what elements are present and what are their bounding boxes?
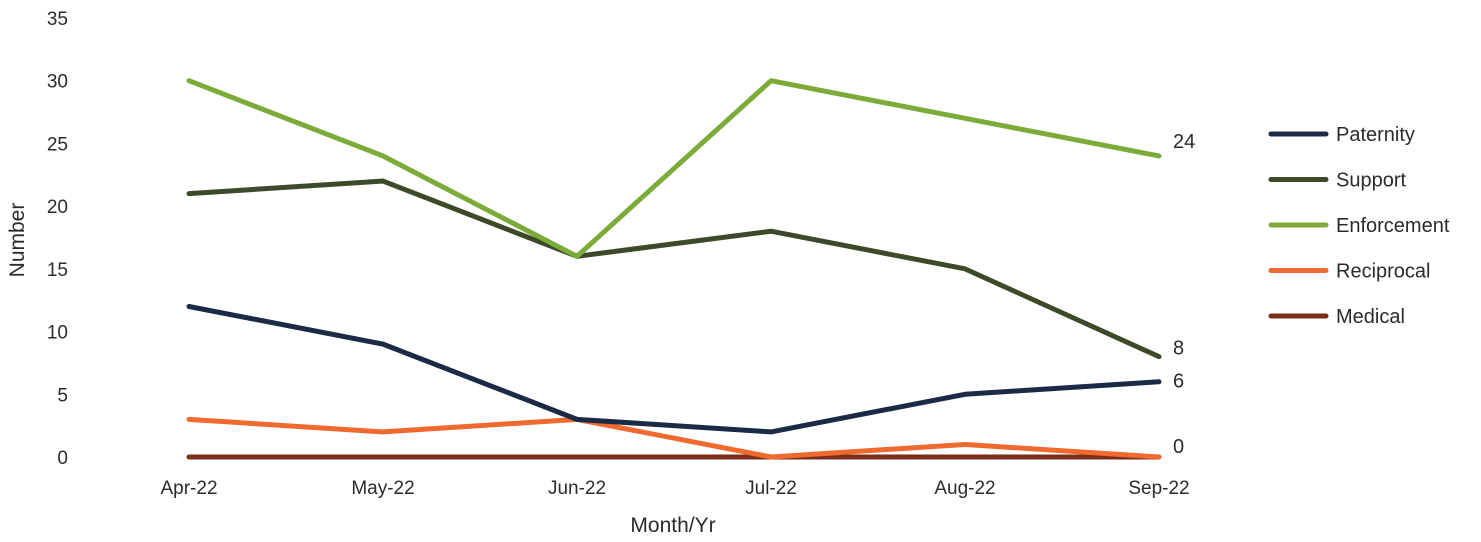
y-tick-label: 35 xyxy=(47,9,68,30)
legend-label: Medical xyxy=(1336,306,1405,328)
series-line-enforcement xyxy=(186,78,1162,259)
legend-label: Reciprocal xyxy=(1336,261,1430,283)
y-tick-label: 15 xyxy=(47,260,68,281)
series-layer xyxy=(186,78,1162,460)
end-label-support: 8 xyxy=(1173,338,1184,360)
y-tick-label: 25 xyxy=(47,134,68,155)
end-label-medical: 0 xyxy=(1173,436,1184,458)
series-line-support xyxy=(186,178,1162,360)
end-labels: 6 8 24 0 xyxy=(1173,131,1195,458)
x-tick-label: May-22 xyxy=(351,478,414,499)
y-tick-label: 30 xyxy=(47,72,68,93)
legend-label: Support xyxy=(1336,170,1406,192)
end-label-paternity: 6 xyxy=(1173,371,1184,393)
y-axis-title: Number xyxy=(6,203,29,278)
legend-label: Paternity xyxy=(1336,124,1415,146)
series-line-paternity xyxy=(186,303,1162,435)
y-tick-label: 20 xyxy=(47,197,68,218)
y-tick-label: 10 xyxy=(47,323,68,344)
x-tick-label: Sep-22 xyxy=(1128,478,1189,499)
x-axis-ticks: Apr-22 May-22 Jun-22 Jul-22 Aug-22 Sep-22 xyxy=(160,478,1189,499)
x-tick-label: Jun-22 xyxy=(548,478,606,499)
legend-label: Enforcement xyxy=(1336,215,1450,237)
y-tick-label: 0 xyxy=(57,448,68,469)
series-line-reciprocal xyxy=(186,416,1162,460)
y-tick-label: 5 xyxy=(57,385,68,406)
y-axis-ticks: 0 5 10 15 20 25 30 35 xyxy=(47,9,68,469)
x-tick-label: Jul-22 xyxy=(745,478,797,499)
x-tick-label: Aug-22 xyxy=(934,478,995,499)
end-label-enforcement: 24 xyxy=(1173,131,1195,153)
x-tick-label: Apr-22 xyxy=(160,478,217,499)
legend: Paternity Support Enforcement Reciprocal Med… xyxy=(1268,124,1450,328)
x-axis-title: Month/Yr xyxy=(630,514,715,537)
